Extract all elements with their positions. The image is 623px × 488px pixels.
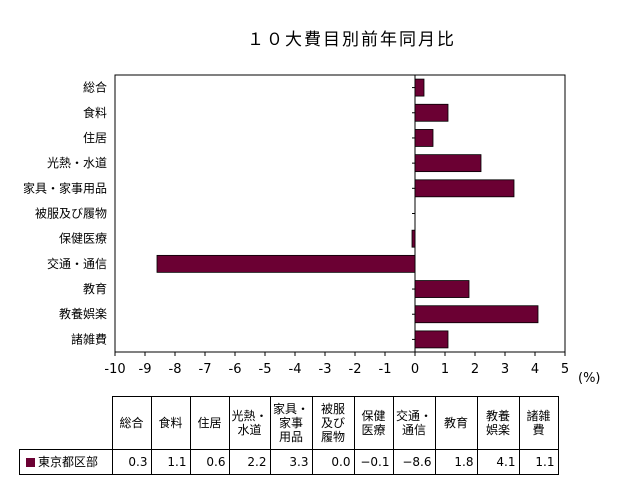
table-header-text: 履物	[320, 430, 345, 444]
x-tick-label: -6	[229, 362, 242, 377]
bar-7	[156, 254, 416, 273]
table-header-text: 家具・	[272, 402, 309, 416]
table-header-text: 食料	[158, 416, 183, 430]
data-table: 総合 食料 住居 光熱・ 水道 家具・ 家事 用品 被服 及び 履物 保健 医療 交通・ 通信 教育 教養 娯楽諸…	[19, 396, 559, 475]
table-header-text: 家事	[278, 416, 303, 430]
bar-2	[414, 129, 434, 147]
category-label: 家具・家事用品	[23, 180, 107, 195]
table-header-text: 水道	[237, 423, 262, 437]
table-header-text: 住居	[197, 416, 222, 430]
table-header-cell: 保健 医療	[353, 396, 394, 450]
table-header-text: 及び	[320, 416, 345, 430]
x-tick-label: -7	[199, 362, 212, 377]
table-header-cell: 家具・ 家事 用品	[269, 396, 313, 450]
table-header-cell: 総合	[111, 396, 152, 450]
category-label: 光熱・水道	[47, 156, 107, 170]
table-cell: 1.8	[434, 449, 478, 475]
bar-3	[414, 154, 482, 173]
category-label: 食料	[83, 105, 107, 120]
table-header-text: 通信	[401, 423, 426, 437]
bar-9	[414, 305, 539, 324]
x-tick-label: -8	[169, 362, 182, 377]
table-cell: 1.1	[150, 449, 191, 475]
table-header-cell: 住居	[189, 396, 230, 450]
x-tick-label: 5	[561, 362, 569, 377]
bar-chart: 総合食料住居光熱・水道家具・家事用品被服及び履物保健医療交通・通信教育教養娯楽諸…	[23, 74, 569, 377]
table-header-cell: 食料	[150, 396, 191, 450]
x-tick-label: 3	[501, 362, 509, 377]
category-label: 被服及び履物	[35, 207, 107, 221]
x-tick-label: 1	[441, 362, 449, 377]
table-header-text: 被服	[320, 402, 345, 416]
table-header-text: 費	[532, 423, 545, 437]
table-header-text: 諸雑	[526, 409, 551, 423]
x-tick-label: -1	[379, 362, 392, 377]
table-header-cell: 被服 及び 履物	[311, 396, 355, 450]
chart-title: １０大費目別前年同月比	[247, 30, 456, 50]
table-cell: 0.3	[111, 449, 152, 475]
series-swatch	[26, 458, 35, 467]
table-cell: 0.0	[311, 449, 355, 475]
x-tick-label: -2	[349, 362, 362, 377]
table-header-cell: 諸雑費	[518, 396, 559, 450]
category-label: 交通・通信	[47, 256, 107, 271]
table-header-text: 医療	[361, 423, 386, 437]
x-tick-label: -4	[289, 362, 302, 377]
x-tick-label: -3	[319, 362, 332, 377]
table-cell: 4.1	[476, 449, 520, 475]
table-header-cell: 教養 娯楽	[476, 396, 520, 450]
table-header-text: 教育	[443, 416, 468, 430]
table-cell: 3.3	[269, 449, 313, 475]
table-cell: 2.2	[228, 449, 271, 475]
x-tick-label: 2	[471, 362, 479, 377]
table-header-text: 光熱・	[231, 409, 268, 423]
category-label: 住居	[83, 131, 107, 145]
bar-8	[414, 280, 470, 298]
x-tick-label: -9	[139, 362, 152, 377]
series-name: 東京都区部	[38, 455, 99, 469]
x-tick-label: 4	[531, 362, 539, 377]
category-label: 保健医療	[59, 232, 107, 246]
table-header-text: 娯楽	[485, 423, 510, 437]
table-header-cell: 教育	[434, 396, 478, 450]
table-cell: −0.1	[353, 449, 394, 475]
table-header-text: 保健	[361, 409, 386, 423]
category-label: 諸雑費	[71, 331, 107, 346]
table-cell: 0.6	[189, 449, 230, 475]
table-header-text: 教養	[485, 409, 510, 423]
bar-4	[414, 179, 515, 198]
table-header-text: 用品	[278, 430, 303, 444]
x-tick-label: 0	[411, 362, 419, 377]
table-header-cell: 交通・ 通信	[392, 396, 436, 450]
category-label: 教育	[83, 281, 107, 296]
table-row-label: 東京都区部	[19, 449, 113, 475]
bar-6	[411, 229, 416, 248]
x-tick-label: -10	[104, 362, 125, 377]
table-header-row: 総合 食料 住居 光熱・ 水道 家具・ 家事 用品 被服 及び 履物 保健 医療 交通・ 通信 教育 教養 娯楽諸…	[19, 396, 559, 450]
bar-10	[414, 330, 449, 349]
table-header-text: 総合	[119, 416, 144, 430]
category-label: 教養娯楽	[59, 306, 107, 321]
table-row: 東京都区部 0.3 1.1 0.6 2.2 3.3 0.0 −0.1 −8.6 1.8 4.1 1.…	[19, 449, 559, 475]
table-header-cell: 光熱・ 水道	[228, 396, 271, 450]
plot-area	[114, 74, 566, 353]
bar-0	[414, 78, 425, 97]
table-header-text: 交通・	[395, 409, 432, 423]
table-cell: −8.6	[392, 449, 436, 475]
table-corner	[19, 396, 113, 450]
unit-label: (%)	[578, 371, 601, 386]
table-cell: 1.1	[518, 449, 559, 475]
x-tick-label: -5	[259, 362, 272, 377]
bar-1	[414, 103, 449, 122]
category-label: 総合	[83, 80, 107, 95]
